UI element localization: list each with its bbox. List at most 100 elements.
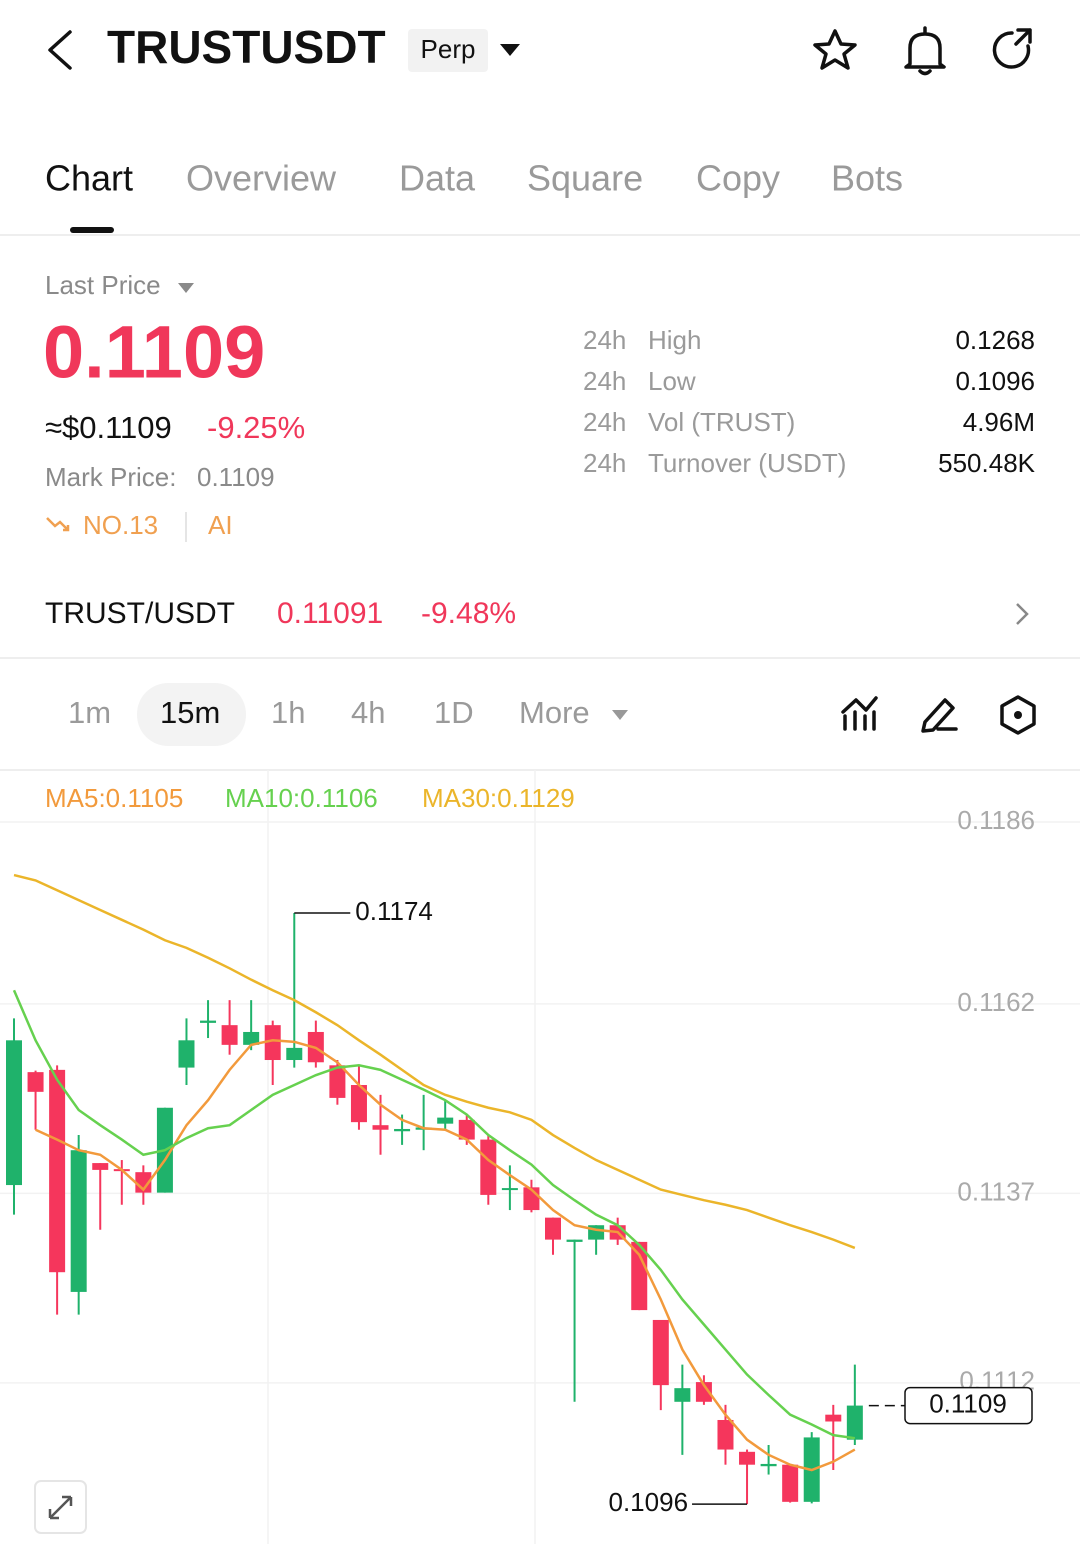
candle-body [652, 1319, 669, 1386]
y-tick-label: 0.1162 [957, 987, 1035, 1017]
usd-price: ≈$0.1109 [45, 410, 172, 445]
last-price: 0.1109 [43, 311, 265, 394]
expand-icon [48, 1495, 73, 1520]
candle-body [200, 1020, 217, 1023]
price-label[interactable]: Last Price [45, 270, 161, 300]
caret[interactable] [500, 44, 520, 56]
candle-body [49, 1069, 66, 1273]
caret[interactable] [178, 283, 194, 293]
stat-value: 0.1268 [955, 325, 1035, 355]
candle-body [458, 1119, 475, 1140]
back-button[interactable] [48, 30, 72, 70]
stat-period: 24h [583, 366, 626, 396]
candle-body [92, 1163, 109, 1170]
interval[interactable]: 4h [351, 695, 385, 730]
interval[interactable]: 15m [160, 695, 220, 730]
spot-price: 0.11091 [277, 597, 383, 630]
candle-body [674, 1388, 691, 1402]
tab[interactable]: Data [399, 158, 476, 199]
last-price-box [904, 1386, 1033, 1425]
symbol: TRUSTUSDT [107, 21, 386, 73]
stat-label: High [648, 325, 701, 355]
low-label: 0.1096 [609, 1487, 689, 1517]
tab[interactable]: Bots [831, 158, 903, 199]
candle-body [566, 1239, 583, 1242]
candle-body [739, 1451, 756, 1465]
interval[interactable]: More [519, 695, 590, 730]
candle-body [631, 1241, 648, 1311]
share-icon[interactable] [992, 28, 1032, 69]
high-label: 0.1174 [355, 896, 433, 926]
tab-indicator [70, 227, 114, 233]
candle-body [264, 1025, 281, 1061]
alert-icon[interactable] [904, 26, 946, 76]
candle-body [394, 1128, 411, 1132]
candle-body [243, 1031, 260, 1045]
candle-body [782, 1464, 799, 1502]
settings-icon[interactable] [1000, 695, 1036, 735]
candle-body [437, 1117, 454, 1124]
rank-icon [46, 517, 70, 532]
candle-body [372, 1125, 389, 1130]
ma-line [13, 873, 856, 1250]
ma-line [35, 1039, 856, 1472]
legend-entry: MA30:0.1129 [422, 783, 575, 813]
settings-dot [1014, 711, 1022, 719]
candle-body [6, 1040, 22, 1186]
candle-body [350, 1085, 367, 1123]
candle-body [178, 1040, 195, 1068]
candle-body [221, 1025, 238, 1045]
indicator-icon[interactable] [841, 696, 878, 731]
stat-label: Turnover (USDT) [648, 448, 846, 478]
interval[interactable]: 1h [271, 695, 305, 730]
candle-body [717, 1419, 734, 1450]
candle-body [545, 1217, 561, 1240]
rank[interactable]: NO.13 [83, 510, 158, 540]
candle-body [329, 1065, 346, 1098]
interval-active-bg [137, 683, 246, 746]
badge-bg [408, 29, 488, 72]
stat-period: 24h [583, 448, 626, 478]
stat-label: Low [648, 366, 696, 396]
spot-change: -9.48% [421, 597, 516, 630]
stat-value: 550.48K [938, 448, 1036, 478]
caret[interactable] [612, 710, 628, 720]
last-price-label: 0.1109 [929, 1388, 1007, 1418]
candle-body [70, 1150, 87, 1292]
stat-value: 4.96M [963, 407, 1035, 437]
ma-line [12, 989, 856, 1440]
tab[interactable]: Square [527, 158, 643, 199]
legend-entry: MA5:0.1105 [45, 783, 183, 813]
chevron[interactable] [1016, 603, 1029, 625]
interval[interactable]: 1m [68, 695, 111, 730]
ai[interactable]: AI [208, 510, 233, 540]
candle-body [286, 1047, 303, 1061]
draw-icon[interactable] [921, 698, 958, 733]
spot-pair[interactable]: TRUST/USDT [45, 597, 235, 630]
tab[interactable]: Copy [696, 158, 780, 199]
candle-body [695, 1382, 712, 1402]
tab[interactable]: Chart [45, 158, 133, 199]
tab[interactable]: Overview [186, 158, 337, 199]
change: -9.25% [207, 410, 305, 445]
candle-body [760, 1463, 777, 1467]
candle-body [480, 1139, 497, 1195]
candle-body [825, 1414, 842, 1422]
legend-entry: MA10:0.1106 [225, 783, 378, 813]
stat-period: 24h [583, 407, 626, 437]
favorite-icon[interactable] [813, 29, 857, 70]
stat-label: Vol (TRUST) [648, 407, 795, 437]
candle-body [501, 1188, 518, 1191]
badge[interactable]: Perp [421, 34, 476, 64]
stat-value: 0.1096 [955, 366, 1035, 396]
y-tick-label: 0.1137 [957, 1176, 1035, 1206]
mark-price: 0.1109 [197, 462, 275, 492]
mark-label: Mark Price: [45, 462, 176, 492]
candle-body [846, 1405, 863, 1440]
interval[interactable]: 1D [434, 695, 474, 730]
candle-body [27, 1072, 44, 1092]
stat-period: 24h [583, 325, 626, 355]
y-tick-label: 0.1186 [957, 805, 1035, 835]
